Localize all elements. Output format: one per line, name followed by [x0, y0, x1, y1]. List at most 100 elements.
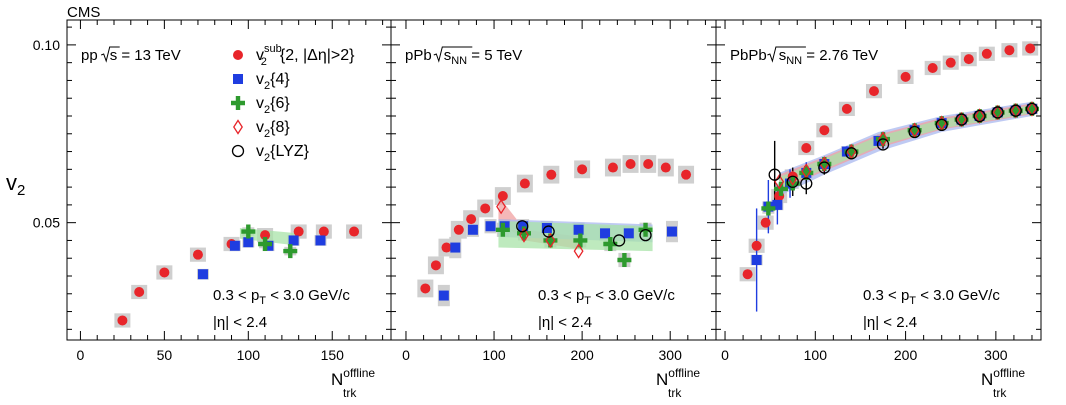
legend-v: v	[256, 95, 264, 112]
legend-v: v	[256, 119, 264, 136]
point-PbPb-lyz-0	[768, 168, 781, 181]
y-axis-label-main: v	[6, 170, 17, 195]
point-PbPb-lyz-1	[786, 175, 799, 188]
point-PbPb-sub-9	[900, 71, 911, 82]
point-pp-sub-3	[192, 249, 203, 260]
point-PbPb-lyz-4	[845, 147, 858, 160]
x-tick-label: 100	[237, 347, 261, 363]
legend-label-sub: vsub 2 {2, |Δη|>2}	[256, 43, 355, 68]
sqrt-symbol	[767, 46, 806, 63]
point-pPb-c8-0	[496, 198, 507, 215]
legend-v: v	[256, 143, 264, 160]
point-pPb-c6-1	[516, 226, 531, 241]
point-PbPb-lyz-8	[955, 113, 968, 126]
panel-title-system: PbPb	[730, 47, 767, 64]
legend-label-c6: v2{6}	[256, 95, 290, 116]
point-pPb-c4-3	[485, 221, 496, 232]
point-pPb-c6-3	[573, 233, 588, 248]
point-pPb-sub-6	[497, 191, 508, 201]
point-pPb-sub-0	[420, 283, 431, 294]
point-PbPb-lyz-7	[935, 118, 948, 132]
point-PbPb-c6-12	[1008, 103, 1023, 118]
point-PbPb-c6-7	[907, 123, 922, 138]
point-PbPb-lyz-11	[1009, 104, 1022, 117]
point-pp-c4-4	[288, 235, 299, 246]
x-axis-label-sub-pPb: trk	[668, 386, 682, 400]
point-pp-sub-6	[293, 226, 304, 237]
point-pp-c6-1	[258, 237, 273, 251]
pt-cut-pp: 0.3 < pT < 3.0 GeV/c	[213, 287, 350, 307]
legend-marker-lyz	[231, 144, 245, 158]
point-pp-c4-1	[229, 240, 240, 251]
point-pPb-c4-7	[573, 224, 584, 235]
systematic-boxes-layer	[114, 41, 1039, 328]
legend-rest: {2, |Δη|>2}	[280, 47, 355, 64]
point-pPb-sub-12	[643, 159, 654, 169]
x-tick-label: 100	[482, 347, 506, 363]
point-PbPb-c8-4	[846, 143, 857, 160]
point-pPb-lyz-0	[516, 220, 529, 233]
legend-sub: 2	[264, 152, 270, 164]
panel-title-system: pPb	[405, 47, 432, 64]
point-pPb-sub-7	[519, 178, 530, 189]
point-PbPb-sub-12	[963, 54, 974, 65]
pt-cut-a: 0.3 < p	[863, 287, 909, 304]
point-PbPb-c6-3	[799, 165, 814, 180]
point-PbPb-c8-9	[974, 108, 985, 124]
point-PbPb-sub-10	[927, 63, 938, 73]
point-pPb-c8-1	[519, 227, 529, 243]
point-pp-c6-2	[283, 244, 298, 259]
point-PbPb-c4-0	[751, 255, 762, 265]
pt-cut-pPb: 0.3 < pT < 3.0 GeV/c	[538, 287, 675, 307]
panel-frames-layer	[66, 19, 1042, 341]
point-PbPb-c6-5	[844, 144, 859, 159]
point-pp-c4-5	[315, 235, 326, 246]
x-axis-label-sup: offline	[343, 366, 375, 380]
x-tick-label: 0	[77, 347, 85, 363]
pt-cut-sub: T	[259, 295, 266, 307]
legend-marker-c6	[231, 96, 245, 111]
point-pPb-c6-5	[617, 253, 632, 267]
x-axis-label-main: N	[981, 370, 993, 389]
point-PbPb-sub-13	[981, 48, 992, 59]
legend-sub: 2	[264, 104, 270, 116]
legend-rest: {4}	[270, 71, 290, 88]
point-pp-sub-5	[260, 230, 271, 241]
x-tick-label: 300	[659, 347, 683, 363]
panel-title-sub: NN	[451, 55, 467, 67]
point-PbPb-c8-3	[819, 156, 830, 172]
point-pp-sub-8	[349, 226, 360, 237]
point-pPb-c4-5	[518, 221, 529, 232]
point-pPb-c6-2	[543, 233, 558, 248]
point-PbPb-sub-2	[760, 217, 771, 228]
point-PbPb-c8-12	[1026, 101, 1037, 117]
panel-title-system: pp	[81, 47, 98, 64]
legend-marker-sub	[233, 50, 243, 60]
point-pPb-sub-14	[681, 169, 692, 180]
panel-title-sqrt-s: s	[779, 47, 787, 64]
point-PbPb-c8-7	[936, 115, 947, 131]
point-pPb-c4-6	[541, 223, 552, 233]
panel-title-sqrt-s: s	[110, 47, 118, 64]
point-pPb-lyz-1	[542, 225, 555, 238]
legend-sub: 2	[264, 128, 270, 140]
point-pPb-c8-2	[545, 232, 556, 249]
point-PbPb-c6-9	[954, 112, 969, 127]
point-pPb-sub-1	[430, 260, 441, 271]
point-PbPb-c4-2	[772, 199, 783, 210]
point-pp-sub-7	[318, 226, 329, 237]
point-PbPb-c6-13	[1024, 101, 1039, 116]
x-tick-label: 50	[157, 347, 173, 363]
panel-title-energy: = 13 TeV	[117, 47, 181, 64]
point-PbPb-sub-14	[1004, 45, 1015, 56]
panel-title-sqrt-s: s	[444, 47, 452, 64]
x-axis-label-PbPb: Noffline	[981, 366, 1025, 389]
pt-cut-b: < 3.0 GeV/c	[591, 287, 675, 304]
point-pPb-lyz-2	[612, 234, 626, 247]
x-axis-label-sub-pp: trk	[343, 386, 357, 400]
band-PbPb-c4	[779, 101, 1032, 196]
point-PbPb-c6-0	[761, 201, 776, 216]
point-PbPb-sub-1	[751, 240, 762, 251]
point-PbPb-c6-10	[972, 109, 987, 124]
